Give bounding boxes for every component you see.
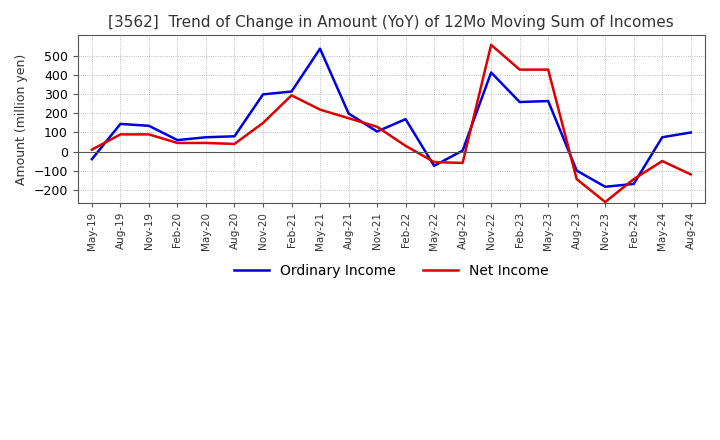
Ordinary Income bbox=[601, 184, 610, 189]
Net Income bbox=[601, 199, 610, 205]
Net Income bbox=[202, 140, 210, 146]
Net Income bbox=[116, 132, 125, 137]
Net Income bbox=[230, 141, 239, 147]
Net Income bbox=[459, 160, 467, 165]
Ordinary Income bbox=[430, 163, 438, 169]
Net Income bbox=[315, 107, 324, 112]
Net Income bbox=[88, 147, 96, 152]
Net Income bbox=[544, 67, 552, 72]
Ordinary Income bbox=[88, 157, 96, 162]
Net Income bbox=[658, 158, 667, 164]
Ordinary Income bbox=[315, 46, 324, 51]
Line: Net Income: Net Income bbox=[92, 45, 690, 202]
Ordinary Income bbox=[401, 117, 410, 122]
Net Income bbox=[572, 176, 581, 182]
Ordinary Income bbox=[658, 135, 667, 140]
Ordinary Income bbox=[686, 130, 695, 135]
Net Income bbox=[145, 132, 153, 137]
Line: Ordinary Income: Ordinary Income bbox=[92, 49, 690, 187]
Net Income bbox=[258, 120, 267, 125]
Net Income bbox=[401, 143, 410, 148]
Ordinary Income bbox=[373, 129, 382, 134]
Ordinary Income bbox=[572, 168, 581, 173]
Ordinary Income bbox=[258, 92, 267, 97]
Legend: Ordinary Income, Net Income: Ordinary Income, Net Income bbox=[228, 258, 554, 283]
Net Income bbox=[629, 176, 638, 182]
Net Income bbox=[373, 124, 382, 129]
Ordinary Income bbox=[516, 99, 524, 105]
Ordinary Income bbox=[344, 111, 353, 116]
Net Income bbox=[487, 42, 495, 48]
Ordinary Income bbox=[230, 134, 239, 139]
Ordinary Income bbox=[544, 99, 552, 104]
Ordinary Income bbox=[629, 181, 638, 187]
Net Income bbox=[430, 159, 438, 165]
Net Income bbox=[173, 140, 181, 146]
Ordinary Income bbox=[116, 121, 125, 127]
Ordinary Income bbox=[202, 135, 210, 140]
Net Income bbox=[516, 67, 524, 72]
Net Income bbox=[344, 116, 353, 121]
Title: [3562]  Trend of Change in Amount (YoY) of 12Mo Moving Sum of Incomes: [3562] Trend of Change in Amount (YoY) o… bbox=[109, 15, 674, 30]
Ordinary Income bbox=[487, 70, 495, 75]
Ordinary Income bbox=[145, 123, 153, 128]
Net Income bbox=[686, 172, 695, 177]
Net Income bbox=[287, 93, 296, 98]
Ordinary Income bbox=[459, 148, 467, 153]
Ordinary Income bbox=[287, 89, 296, 94]
Y-axis label: Amount (million yen): Amount (million yen) bbox=[15, 54, 28, 185]
Ordinary Income bbox=[173, 137, 181, 143]
